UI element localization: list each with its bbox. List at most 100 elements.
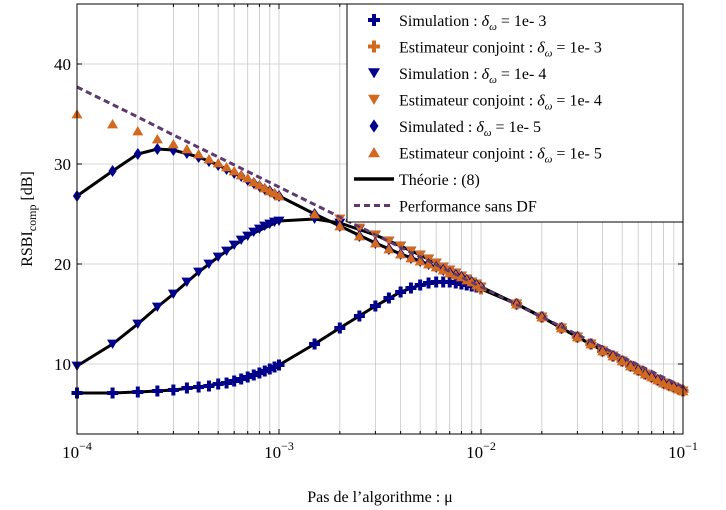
legend-box <box>346 3 684 223</box>
data-point <box>221 246 233 256</box>
data-point <box>423 277 435 289</box>
x-tick-label: 10−1 <box>668 439 698 462</box>
data-point <box>414 279 426 291</box>
data-point <box>242 231 254 241</box>
x-tick-label: 10−3 <box>264 439 294 462</box>
data-point <box>108 164 117 178</box>
data-point <box>133 147 142 161</box>
y-tick-label: 30 <box>54 155 71 174</box>
data-point <box>353 231 365 241</box>
data-point <box>235 235 247 245</box>
data-point <box>242 371 254 383</box>
data-point <box>181 382 193 394</box>
data-point <box>203 259 215 269</box>
data-point <box>253 180 265 190</box>
data-point <box>193 381 205 393</box>
data-point <box>212 252 224 262</box>
data-point <box>430 276 442 288</box>
x-axis-label: Pas de l’algorithme : μ <box>307 489 452 506</box>
data-point <box>597 346 609 356</box>
data-point <box>193 149 205 159</box>
series-5 <box>71 109 689 396</box>
legend-swatch <box>368 147 380 158</box>
data-point <box>151 302 163 312</box>
data-point <box>616 356 628 366</box>
data-point <box>181 144 193 154</box>
data-point <box>353 310 365 322</box>
axis-ticks: 10−4 10−3 10−2 10−1 10 20 30 40 <box>54 4 698 462</box>
data-point <box>242 173 254 183</box>
legend: Simulation : δω = 1e- 3 Estimateur conjoi… <box>346 3 684 223</box>
data-point <box>437 276 449 288</box>
legend-label: Simulated : δω = 1e- 5 <box>399 119 541 139</box>
data-point <box>395 286 407 298</box>
data-point <box>309 209 321 219</box>
legend-swatch <box>368 68 380 79</box>
data-point <box>273 359 285 371</box>
data-point <box>334 322 346 334</box>
data-point <box>632 365 644 375</box>
y-tick-label: 20 <box>54 255 71 274</box>
data-point <box>193 267 205 277</box>
data-point <box>444 276 456 288</box>
data-point <box>652 375 664 385</box>
data-point <box>212 378 224 390</box>
legend-swatch <box>369 119 379 133</box>
data-point <box>395 249 407 259</box>
data-point <box>151 134 163 144</box>
data-point <box>369 300 381 312</box>
data-point <box>221 377 233 389</box>
data-point <box>405 282 417 294</box>
data-point <box>571 332 583 342</box>
legend-label: Simulation : δω = 1e- 4 <box>399 66 546 86</box>
data-point <box>132 319 144 329</box>
data-point <box>235 373 247 385</box>
y-tick-label: 40 <box>54 55 71 74</box>
data-point <box>107 339 119 349</box>
data-point <box>228 375 240 387</box>
y-axis-label: RSBIcomp [dB] <box>19 171 39 267</box>
data-point <box>212 158 224 168</box>
legend-label: Estimateur conjoint : δω = 1e- 3 <box>399 40 602 60</box>
data-point <box>235 170 247 180</box>
data-point <box>221 162 233 172</box>
data-point <box>248 177 260 187</box>
legend-label: Performance sans DF <box>399 199 537 216</box>
data-point <box>167 289 179 299</box>
legend-label: Estimateur conjoint : δω = 1e- 4 <box>399 93 602 113</box>
legend-swatch <box>368 94 380 105</box>
data-point <box>153 142 162 156</box>
data-point <box>167 139 179 149</box>
data-point <box>437 265 449 275</box>
legend-label: Théorie : (8) <box>399 172 480 189</box>
data-point <box>167 384 179 396</box>
data-point <box>253 224 265 234</box>
data-point <box>369 238 381 248</box>
data-point <box>273 191 285 201</box>
data-point <box>607 351 619 361</box>
data-point <box>423 259 435 269</box>
data-point <box>107 119 119 129</box>
data-point <box>383 244 395 254</box>
series-line-performance-sans-df-overlay <box>76 85 684 389</box>
data-point <box>107 387 119 399</box>
data-point <box>625 361 637 371</box>
legend-label: Estimateur conjoint : δω = 1e- 5 <box>399 146 602 166</box>
data-point <box>585 339 597 349</box>
data-point <box>444 268 456 278</box>
data-point <box>248 369 260 381</box>
data-point <box>132 386 144 398</box>
data-point <box>132 126 144 136</box>
data-point <box>228 166 240 176</box>
data-point <box>203 380 215 392</box>
data-point <box>414 256 426 266</box>
legend-label: Simulation : δω = 1e- 3 <box>399 13 546 33</box>
data-point <box>334 221 346 231</box>
x-tick-label: 10−4 <box>62 439 92 462</box>
series-0 <box>71 276 689 399</box>
data-point <box>309 338 321 350</box>
data-point <box>203 154 215 164</box>
data-point <box>181 277 193 287</box>
data-point <box>248 227 260 237</box>
